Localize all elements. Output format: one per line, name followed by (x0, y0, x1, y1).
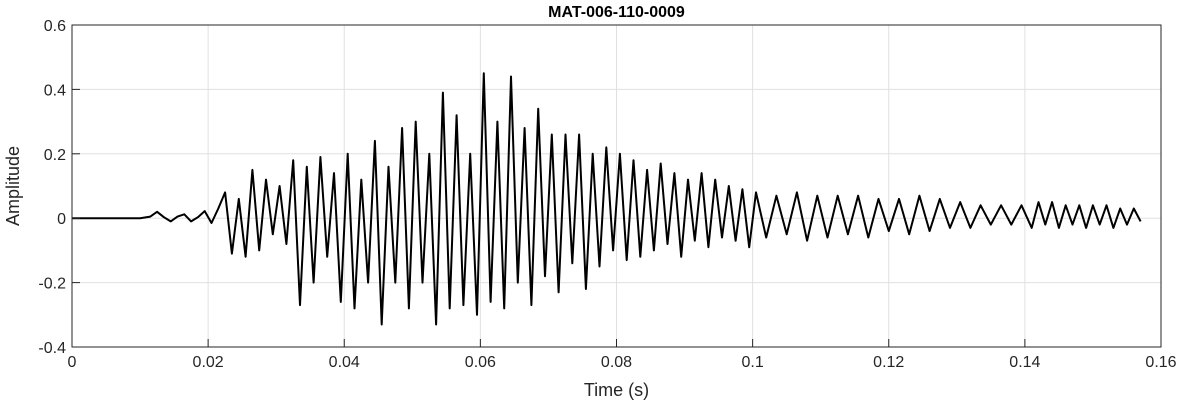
x-tick-label: 0 (68, 354, 77, 371)
ticks: 0 0.02 0.04 0.06 0.08 0.1 0.12 0.14 0.16 -0.4 -0.2… (38, 18, 1176, 371)
series-line (72, 72, 1142, 326)
x-tick-label: 0.12 (873, 354, 904, 371)
y-tick-label: 0 (57, 211, 66, 228)
y-tick-label: -0.2 (38, 276, 66, 293)
x-axis-label: Time (s) (584, 380, 649, 400)
x-tick-label: 0.08 (601, 354, 632, 371)
x-tick-label: 0.1 (742, 354, 764, 371)
y-tick-label: -0.4 (38, 340, 66, 357)
x-tick-label: 0.14 (1009, 354, 1040, 371)
y-tick-label: 0.6 (44, 18, 66, 35)
x-tick-label: 0.16 (1145, 354, 1176, 371)
y-tick-label: 0.2 (44, 147, 66, 164)
x-tick-label: 0.06 (465, 354, 496, 371)
chart-title: MAT-006-110-0009 (548, 4, 685, 21)
y-axis-label: Amplitude (3, 146, 23, 226)
x-tick-label: 0.04 (329, 354, 360, 371)
grid (71, 24, 1162, 348)
x-tick-label: 0.02 (193, 354, 224, 371)
y-tick-label: 0.4 (44, 82, 66, 99)
plot-area (72, 72, 1142, 326)
